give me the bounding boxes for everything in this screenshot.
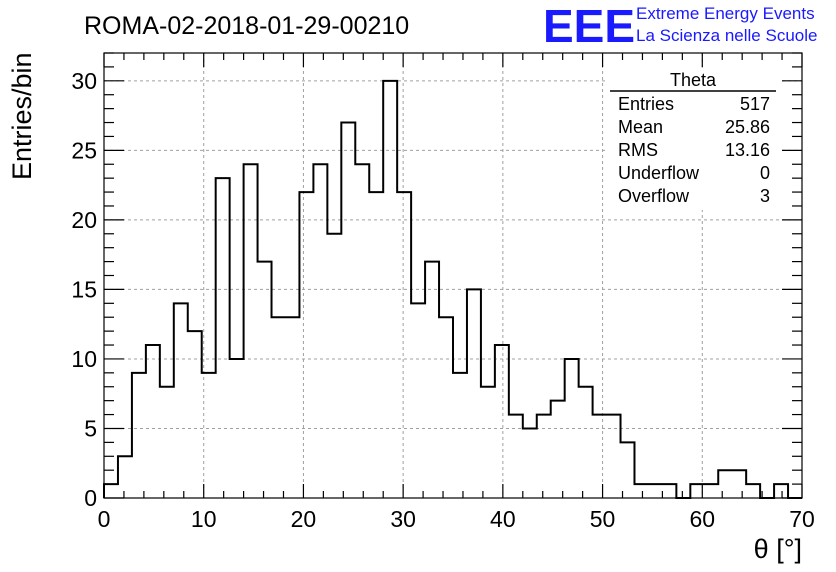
stats-rows: Entries 517 Mean 25.86 RMS 13.16 Underflow 0 Ove… [618, 94, 770, 206]
x-tick-label: 20 [291, 506, 317, 532]
y-tick-label: 30 [71, 68, 97, 94]
stats-label: Mean [618, 117, 663, 137]
axis-ticks [103, 52, 803, 499]
eee-logo: EEE Extreme Energy Events La Scienza nel… [543, 0, 817, 52]
x-tick-label: 30 [390, 506, 416, 532]
x-tick-label: 40 [490, 506, 516, 532]
x-tick-label: 60 [689, 506, 715, 532]
stats-label: RMS [618, 140, 658, 160]
x-tick-label: 70 [789, 506, 815, 532]
y-tick-labels: 0 5 10 15 20 25 30 [71, 68, 97, 511]
y-tick-label: 0 [84, 485, 97, 511]
x-tick-label: 10 [191, 506, 217, 532]
stats-title: Theta [670, 70, 717, 90]
x-axis-label: θ [°] [754, 534, 802, 564]
x-tick-label: 50 [590, 506, 616, 532]
y-tick-label: 20 [71, 207, 97, 233]
y-tick-label: 5 [84, 415, 97, 441]
stats-value: 0 [760, 163, 770, 183]
histogram-outline [103, 79, 802, 499]
x-tick-labels: 0 10 20 30 40 50 60 70 [98, 506, 815, 532]
chart-title: ROMA-02-2018-01-29-00210 [84, 12, 409, 40]
stats-box: Theta Entries 517 Mean 25.86 RMS 13.16 Underfl… [606, 68, 780, 210]
y-tick-label: 25 [71, 137, 97, 163]
stats-label: Entries [618, 94, 674, 114]
stats-label: Underflow [618, 163, 700, 183]
eee-logo-mark: EEE [543, 0, 635, 52]
y-axis-label: Entries/bin [7, 52, 37, 180]
y-tick-label: 10 [71, 346, 97, 372]
y-tick-label: 15 [71, 276, 97, 302]
x-tick-label: 0 [98, 506, 111, 532]
stats-value: 517 [740, 94, 770, 114]
stats-value: 25.86 [725, 117, 770, 137]
eee-logo-line2: La Scienza nelle Scuole [636, 26, 817, 45]
stats-value: 13.16 [725, 140, 770, 160]
eee-logo-line1: Extreme Energy Events [636, 4, 815, 23]
stats-label: Overflow [618, 186, 690, 206]
stats-value: 3 [760, 186, 770, 206]
